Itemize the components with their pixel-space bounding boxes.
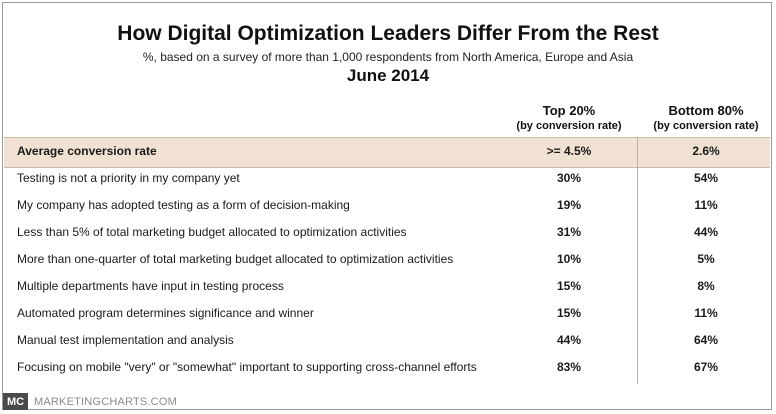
row-label: Multiple departments have input in testi… [17, 279, 284, 293]
table-row: Focusing on mobile "very" or "somewhat" … [0, 354, 776, 381]
row-label: Testing is not a priority in my company … [17, 171, 240, 185]
column-divider [637, 137, 638, 384]
row-label: Automated program determines significanc… [17, 306, 314, 320]
chart-title: How Digital Optimization Leaders Differ … [117, 22, 659, 45]
table-row: My company has adopted testing as a form… [0, 192, 776, 219]
row-label: More than one-quarter of total marketing… [17, 252, 454, 266]
mc-logo: MC [3, 393, 28, 410]
table-row: More than one-quarter of total marketing… [0, 246, 776, 273]
bottom-value: 5% [697, 252, 715, 266]
row-label: Manual test implementation and analysis [17, 333, 234, 347]
bottom-value: 64% [693, 333, 719, 347]
top-value: 19% [556, 198, 582, 212]
highlight-row-band [4, 137, 770, 168]
table-row: Less than 5% of total marketing budget a… [0, 219, 776, 246]
top-value: 31% [556, 225, 582, 239]
chart-frame [2, 2, 772, 410]
top-value: 10% [556, 252, 582, 266]
chart-date: June 2014 [346, 66, 430, 85]
column-header-bottom-name: Bottom 80% [668, 103, 744, 118]
top-value: 15% [556, 306, 582, 320]
footer: MC MARKETINGCHARTS.COM [3, 393, 177, 410]
bottom-value: 11% [694, 306, 718, 320]
row-label: My company has adopted testing as a form… [17, 198, 350, 212]
column-header-top-sub: (by conversion rate) [516, 120, 622, 132]
bottom-value: 2.6% [692, 144, 720, 158]
column-header-top: Top 20% (by conversion rate) [504, 103, 634, 132]
bottom-value: 67% [693, 360, 719, 374]
top-value: 83% [556, 360, 582, 374]
table-row: Manual test implementation and analysis 4… [0, 327, 776, 354]
top-value: 15% [556, 279, 582, 293]
column-header-top-name: Top 20% [542, 103, 596, 118]
table-row: Automated program determines significanc… [0, 300, 776, 327]
column-header-bottom: Bottom 80% (by conversion rate) [641, 103, 771, 132]
bottom-value: 11% [694, 198, 718, 212]
bottom-value: 44% [693, 225, 719, 239]
row-label: Average conversion rate [17, 144, 157, 158]
row-label: Focusing on mobile "very" or "somewhat" … [17, 360, 477, 374]
bottom-value: 54% [693, 171, 719, 185]
table-row: Testing is not a priority in my company … [0, 165, 776, 192]
column-header-bottom-sub: (by conversion rate) [653, 120, 759, 132]
row-label: Less than 5% of total marketing budget a… [17, 225, 407, 239]
top-value: 44% [556, 333, 582, 347]
top-value: >= 4.5% [546, 144, 592, 158]
site-name: MARKETINGCHARTS.COM [34, 395, 177, 408]
top-value: 30% [556, 171, 582, 185]
chart-subtitle: %, based on a survey of more than 1,000 … [142, 50, 634, 64]
bottom-value: 8% [697, 279, 715, 293]
table-row: Average conversion rate >= 4.5% 2.6% [0, 138, 776, 165]
table-row: Multiple departments have input in testi… [0, 273, 776, 300]
